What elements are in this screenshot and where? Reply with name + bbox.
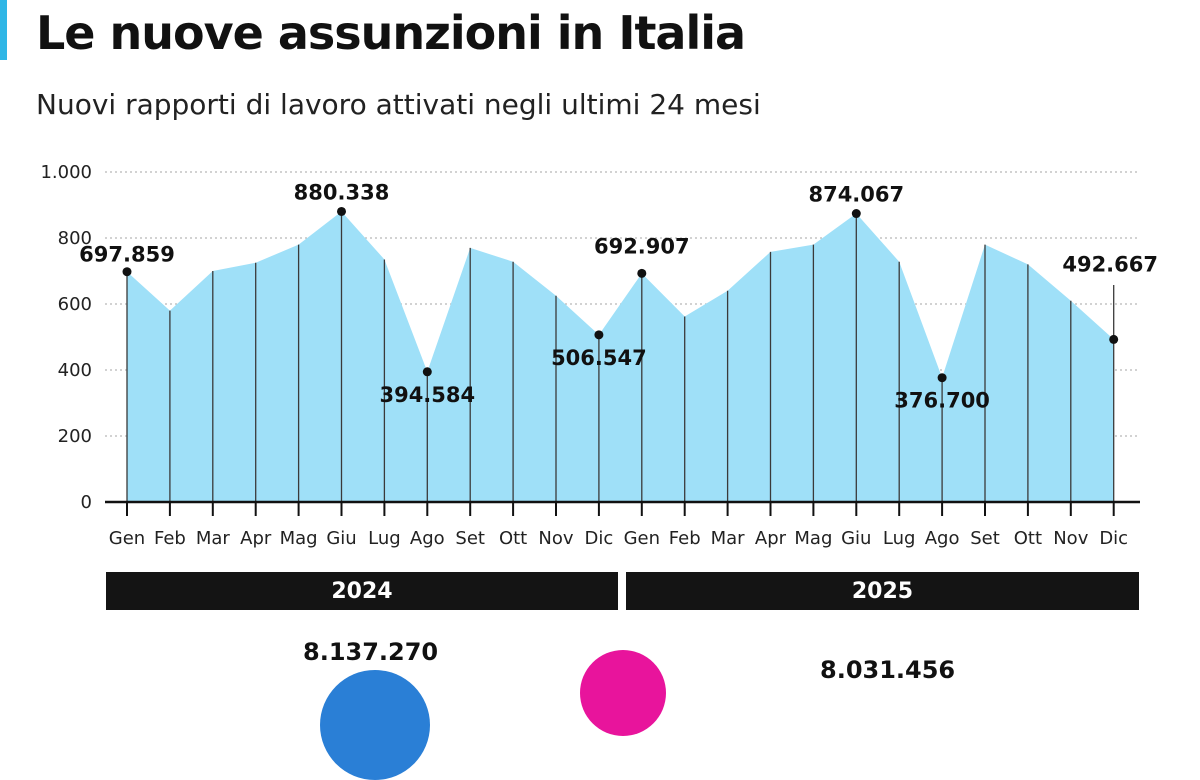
x-tick-label: Dic xyxy=(1099,528,1128,549)
x-tick-label: Giu xyxy=(841,528,871,549)
x-tick-label: Set xyxy=(455,528,485,549)
data-label: 492.667 xyxy=(1062,252,1158,276)
x-tick-label: Mag xyxy=(794,528,832,549)
data-label: 692.907 xyxy=(594,234,690,258)
total-2024: 8.137.270 xyxy=(303,638,439,666)
year-label-2025: 2025 xyxy=(851,578,914,604)
data-label: 880.338 xyxy=(294,180,390,204)
x-tick-label: Mar xyxy=(196,528,231,549)
x-tick-label: Set xyxy=(970,528,1000,549)
year-bar-2025: 2025 xyxy=(626,572,1139,610)
chart-title: Le nuove assunzioni in Italia xyxy=(36,6,746,60)
x-tick-label: Feb xyxy=(154,528,186,549)
x-tick-label: Nov xyxy=(1053,528,1088,549)
x-tick-label: Gen xyxy=(624,528,660,549)
y-tick-label: 400 xyxy=(58,360,92,381)
x-tick-label: Mar xyxy=(711,528,746,549)
data-point-marker xyxy=(337,206,346,216)
data-label: 697.859 xyxy=(79,243,175,267)
data-point-marker xyxy=(937,373,947,383)
total-2025: 8.031.456 xyxy=(820,656,956,684)
data-point-marker xyxy=(851,209,861,219)
y-tick-label: 1.000 xyxy=(40,162,92,183)
y-tick-label: 800 xyxy=(58,228,92,249)
chart-subtitle: Nuovi rapporti di lavoro attivati negli … xyxy=(36,88,761,121)
year-label-2024: 2024 xyxy=(331,578,393,604)
data-label: 376.700 xyxy=(894,389,990,413)
total-circle-2024 xyxy=(320,670,430,780)
y-tick-label: 600 xyxy=(58,294,92,315)
x-tick-label: Ago xyxy=(410,528,445,549)
x-tick-label: Ott xyxy=(499,528,527,549)
data-label: 394.584 xyxy=(379,383,475,407)
x-tick-label: Gen xyxy=(109,528,145,549)
x-tick-label: Lug xyxy=(883,528,916,549)
x-tick-label: Dic xyxy=(585,528,614,549)
x-tick-label: Ott xyxy=(1014,528,1042,549)
total-circle-2025 xyxy=(580,650,666,736)
data-point-marker xyxy=(1109,334,1119,344)
data-label: 506.547 xyxy=(551,346,647,370)
x-tick-label: Mag xyxy=(280,528,318,549)
data-point-marker xyxy=(422,367,432,377)
x-tick-label: Feb xyxy=(669,528,701,549)
x-tick-label: Nov xyxy=(538,528,573,549)
data-point-marker xyxy=(122,267,132,277)
area-series xyxy=(127,211,1114,502)
area-chart: 0 200 400 600 800 1.000 Gen Feb Mar Apr Mag Giu Lug A… xyxy=(40,162,1158,549)
x-tick-label: Apr xyxy=(755,528,787,549)
y-tick-label: 0 xyxy=(81,492,92,513)
data-label: 874.067 xyxy=(808,183,904,207)
data-point-marker xyxy=(594,330,604,340)
year-bar-2024: 2024 xyxy=(106,572,618,610)
x-tick-label: Apr xyxy=(240,528,272,549)
accent-bar xyxy=(0,0,7,60)
x-tick-label: Ago xyxy=(925,528,960,549)
y-tick-label: 200 xyxy=(58,426,92,447)
data-point-marker xyxy=(637,268,647,278)
x-tick-label: Giu xyxy=(326,528,356,549)
x-tick-label: Lug xyxy=(368,528,401,549)
